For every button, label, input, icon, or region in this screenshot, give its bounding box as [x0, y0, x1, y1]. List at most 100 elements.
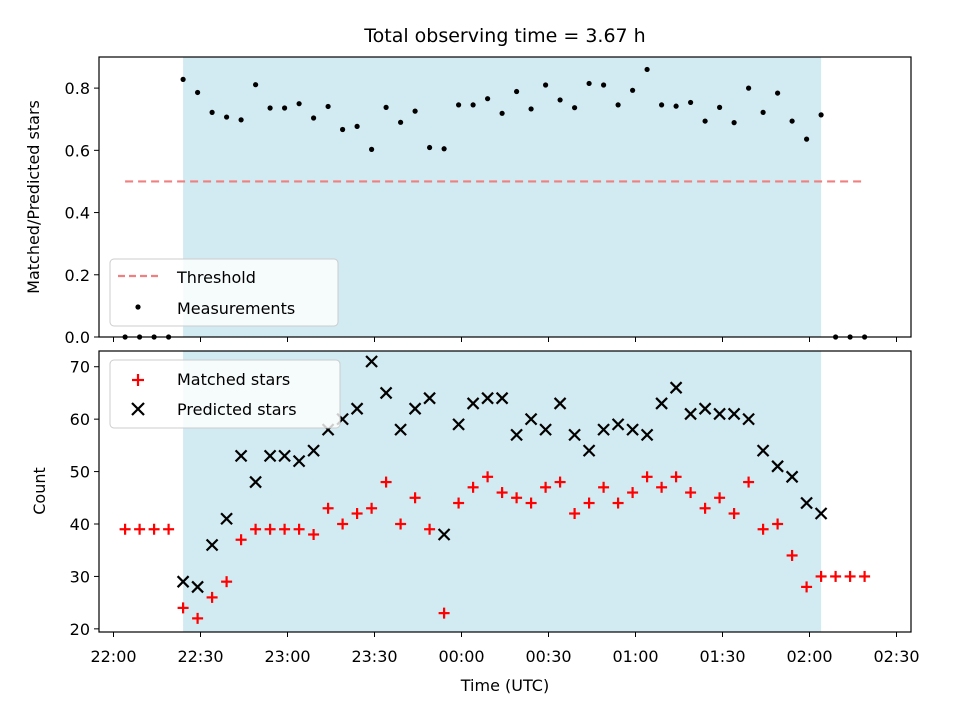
measurement-point: [340, 126, 346, 133]
measurement-points: [122, 66, 868, 340]
matched-star-point: [656, 481, 668, 493]
predicted-star-point: [510, 428, 523, 442]
matched-star-point: [728, 508, 740, 520]
predicted-star-point: [481, 391, 494, 405]
y-tick-label: 0.4: [65, 204, 90, 223]
predicted-star-point: [698, 402, 712, 415]
matched-star-point: [380, 476, 392, 488]
measurement-point: [630, 87, 636, 93]
y-tick-label: 60: [70, 410, 90, 429]
matched-star-point: [264, 523, 276, 535]
predicted-stars-points: [176, 355, 828, 594]
predicted-star-point: [800, 496, 813, 510]
predicted-star-point: [292, 454, 306, 468]
measurement-point: [499, 110, 505, 116]
matched-star-point: [366, 502, 378, 514]
x-tick-label: 00:00: [438, 647, 484, 666]
matched-star-point: [714, 492, 726, 504]
measurement-point: [659, 102, 665, 108]
y-tick-label: 0.0: [65, 328, 90, 347]
matched-star-point: [337, 518, 349, 530]
count-y-ticks: 20 30 40 50 60 70: [70, 358, 99, 639]
legend-predicted-label: Predicted stars: [177, 400, 297, 419]
measurement-point: [427, 144, 433, 151]
predicted-star-point: [365, 355, 378, 368]
y-tick-label: 30: [70, 567, 90, 586]
matched-star-point: [786, 549, 798, 561]
predicted-star-point: [408, 402, 422, 415]
y-tick-label: 0.6: [65, 141, 90, 160]
predicted-star-point: [524, 412, 538, 426]
measurement-point: [528, 106, 534, 112]
predicted-star-point: [278, 449, 291, 463]
x-tick-label: 22:30: [177, 647, 223, 666]
predicted-star-point: [742, 412, 755, 426]
y-tick-label: 70: [70, 358, 90, 377]
measurement-point: [398, 119, 404, 125]
measurement-point: [238, 117, 244, 123]
measurement-point: [412, 108, 418, 114]
predicted-star-point: [655, 397, 668, 410]
measurement-point: [702, 118, 708, 124]
matched-star-point: [206, 591, 218, 603]
count-y-axis-label: Count: [30, 467, 49, 515]
predicted-star-point: [263, 449, 277, 463]
predicted-star-point: [626, 423, 639, 436]
matched-star-point: [685, 487, 697, 499]
legend-threshold-label: Threshold: [176, 268, 256, 287]
measurement-point: [586, 80, 592, 87]
matched-star-point: [177, 602, 189, 614]
measurement-point: [601, 82, 607, 88]
measurement-point: [325, 103, 331, 110]
measurement-point: [383, 104, 389, 110]
predicted-star-point: [495, 391, 509, 405]
measurement-point: [224, 114, 230, 120]
measurement-point: [557, 97, 563, 103]
matched-star-point: [641, 471, 653, 483]
measurement-point: [572, 105, 578, 111]
predicted-star-point: [597, 423, 610, 436]
matched-star-point: [163, 523, 175, 535]
matched-star-point: [830, 570, 842, 582]
measurement-point: [456, 102, 462, 108]
matched-star-point: [134, 523, 146, 535]
measurement-point: [804, 136, 810, 142]
predicted-star-point: [756, 444, 770, 457]
predicted-star-point: [727, 407, 741, 421]
predicted-star-point: [350, 402, 364, 415]
x-tick-label: 01:00: [612, 647, 658, 666]
matched-star-point: [119, 523, 131, 535]
predicted-star-point: [307, 444, 320, 457]
predicted-star-point: [669, 381, 683, 394]
matched-star-point: [395, 518, 407, 530]
y-tick-label: 50: [70, 463, 90, 482]
measurement-point: [644, 66, 650, 73]
predicted-star-point: [771, 460, 784, 473]
measurement-point: [441, 146, 447, 152]
matched-star-point: [699, 502, 711, 514]
predicted-star-point: [814, 507, 828, 520]
measurement-point: [354, 123, 360, 129]
ratio-x-ticks: [113, 337, 897, 342]
x-tick-label: 22:00: [90, 647, 136, 666]
count-x-ticks: 22:00 22:30 23:00 23:30 00:00 00:30 01:00 01:30…: [90, 632, 920, 666]
predicted-star-point: [640, 428, 654, 442]
predicted-star-point: [220, 512, 233, 526]
matched-star-point: [496, 487, 508, 499]
matched-star-point: [308, 528, 320, 540]
matched-star-point: [801, 581, 813, 593]
matched-star-point: [569, 508, 581, 520]
measurement-point: [746, 85, 752, 91]
matched-star-point: [192, 612, 204, 624]
matched-star-point: [438, 607, 450, 619]
matched-star-point: [351, 508, 363, 520]
matched-star-point: [525, 497, 537, 509]
predicted-star-point: [785, 470, 799, 484]
x-tick-label: 23:00: [264, 647, 310, 666]
y-tick-label: 0.8: [65, 79, 90, 98]
measurement-point: [485, 96, 491, 102]
x-axis-label: Time (UTC): [460, 676, 549, 695]
ratio-panel: 0.00.20.40.60.8 Matched/Predicted stars …: [24, 56, 912, 347]
measurement-point: [369, 146, 375, 152]
